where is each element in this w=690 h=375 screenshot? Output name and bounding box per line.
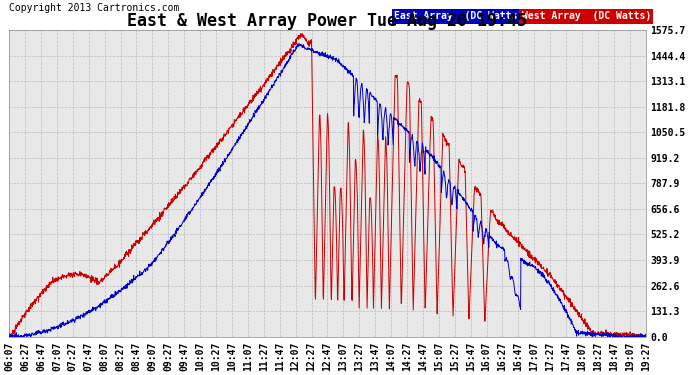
- Text: West Array  (DC Watts): West Array (DC Watts): [522, 11, 651, 21]
- Text: Copyright 2013 Cartronics.com: Copyright 2013 Cartronics.com: [9, 3, 179, 13]
- Title: East & West Array Power Tue Aug 20 19:45: East & West Array Power Tue Aug 20 19:45: [128, 12, 527, 30]
- Text: East Array  (DC Watts): East Array (DC Watts): [394, 11, 524, 21]
